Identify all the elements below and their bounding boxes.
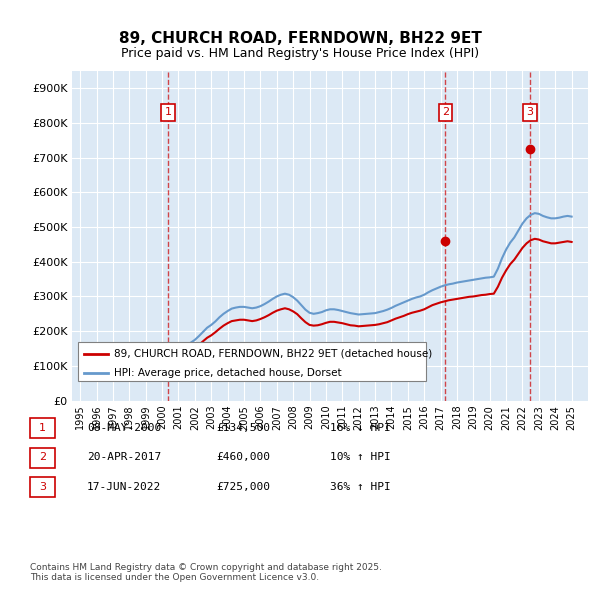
Text: 89, CHURCH ROAD, FERNDOWN, BH22 9ET (detached house): 89, CHURCH ROAD, FERNDOWN, BH22 9ET (det…	[114, 349, 432, 359]
Text: 36% ↑ HPI: 36% ↑ HPI	[330, 482, 391, 491]
Text: 1: 1	[164, 107, 172, 117]
Text: £725,000: £725,000	[216, 482, 270, 491]
Text: HPI: Average price, detached house, Dorset: HPI: Average price, detached house, Dors…	[114, 368, 341, 378]
Text: £134,500: £134,500	[216, 423, 270, 432]
Text: Contains HM Land Registry data © Crown copyright and database right 2025.
This d: Contains HM Land Registry data © Crown c…	[30, 563, 382, 582]
Text: 1: 1	[39, 423, 46, 432]
Text: £460,000: £460,000	[216, 453, 270, 462]
Text: 89, CHURCH ROAD, FERNDOWN, BH22 9ET: 89, CHURCH ROAD, FERNDOWN, BH22 9ET	[119, 31, 481, 46]
Text: 16% ↓ HPI: 16% ↓ HPI	[330, 423, 391, 432]
Text: 2: 2	[39, 453, 46, 462]
Text: Price paid vs. HM Land Registry's House Price Index (HPI): Price paid vs. HM Land Registry's House …	[121, 47, 479, 60]
Text: 10% ↑ HPI: 10% ↑ HPI	[330, 453, 391, 462]
Text: 20-APR-2017: 20-APR-2017	[87, 453, 161, 462]
Text: 3: 3	[527, 107, 533, 117]
Text: 08-MAY-2000: 08-MAY-2000	[87, 423, 161, 432]
Text: 2: 2	[442, 107, 449, 117]
Text: 3: 3	[39, 482, 46, 491]
Text: 17-JUN-2022: 17-JUN-2022	[87, 482, 161, 491]
